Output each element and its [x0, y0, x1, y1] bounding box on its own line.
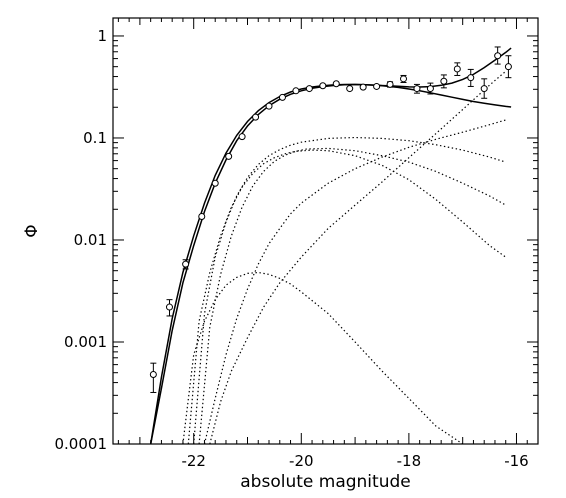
- data-point-23: [467, 74, 475, 82]
- plot-border: [112, 17, 539, 445]
- data-point-11: [305, 85, 313, 93]
- x-tick-label: -16: [504, 452, 529, 470]
- data-point-24: [480, 85, 488, 93]
- x-tick-label: -18: [397, 452, 422, 470]
- data-point-9: [278, 93, 286, 101]
- model-curves: [149, 47, 512, 444]
- component-curve-5: [203, 119, 506, 444]
- y-tick-label: 1: [97, 27, 107, 45]
- data-point-2: [182, 260, 190, 268]
- data-point-5: [225, 152, 233, 160]
- data-point-25: [494, 52, 502, 60]
- data-point-1: [165, 303, 173, 311]
- component-curve-4: [187, 149, 507, 444]
- x-tick-label: -22: [181, 452, 206, 470]
- data-point-26: [504, 63, 512, 71]
- data-point-22: [453, 65, 461, 73]
- data-point-6: [238, 133, 246, 141]
- fit-curve-0: [149, 47, 512, 444]
- data-point-19: [413, 85, 421, 93]
- observed-data-points: [149, 46, 512, 393]
- x-axis-label: absolute magnitude: [240, 472, 410, 492]
- y-tick-label: 0.1: [83, 129, 107, 147]
- data-point-21: [440, 77, 448, 85]
- fit-curve-1: [149, 83, 512, 444]
- component-curve-2: [193, 136, 506, 444]
- data-point-20: [426, 85, 434, 93]
- data-point-18: [400, 75, 408, 83]
- data-point-0: [149, 371, 157, 379]
- data-point-3: [198, 212, 206, 220]
- data-point-12: [319, 82, 327, 90]
- component-curve-6: [209, 70, 507, 444]
- data-point-17: [386, 80, 394, 88]
- axis-ticks: -22 -20 -18 -16 0.0001 0.001 0.01 0.1 1: [55, 18, 539, 470]
- y-tick-label: 0.0001: [55, 435, 108, 453]
- data-point-14: [346, 85, 354, 93]
- component-curve-7: [182, 271, 464, 444]
- component-curve-3: [198, 147, 506, 444]
- plot-frame: [112, 17, 539, 445]
- data-point-16: [373, 82, 381, 90]
- x-tick-label: -20: [289, 452, 314, 470]
- data-point-10: [292, 87, 300, 95]
- data-point-4: [211, 179, 219, 187]
- data-point-15: [359, 83, 367, 91]
- data-point-7: [252, 113, 260, 121]
- data-point-13: [332, 80, 340, 88]
- y-tick-label: 0.01: [74, 231, 107, 249]
- data-point-8: [265, 102, 273, 110]
- y-axis-label: Φ: [22, 224, 42, 237]
- y-tick-label: 0.001: [64, 333, 107, 351]
